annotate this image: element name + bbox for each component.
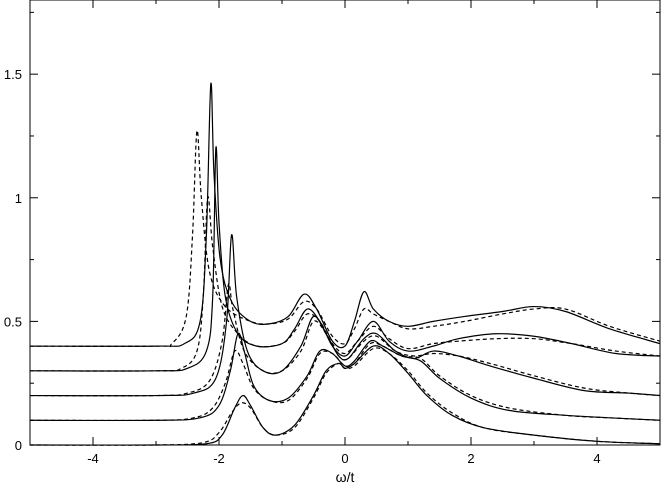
series-line-1-dashed: [29, 347, 661, 446]
x-tick-label: 4: [593, 451, 600, 466]
y-tick-label: 1: [15, 191, 22, 206]
series-line-0-solid: [29, 345, 661, 446]
y-tick-label: 1.5: [4, 67, 22, 82]
x-tick-label: 2: [467, 451, 474, 466]
series-line-8-solid: [29, 82, 661, 349]
x-tick-label: 0: [341, 451, 348, 466]
series-line-9-dashed: [29, 130, 661, 348]
x-tick-label: -2: [213, 451, 225, 466]
plot-frame: [29, 0, 661, 446]
series-line-6-solid: [29, 146, 661, 372]
series-layer: [29, 82, 661, 446]
x-axis-title: ω/t: [336, 469, 355, 485]
y-tick-label: 0: [15, 438, 22, 453]
y-tick-label: 0.5: [4, 314, 22, 329]
y-axis-ticks: 0 0.5 1 1.5: [4, 11, 660, 453]
series-line-5-dashed: [29, 282, 661, 397]
x-tick-label: -4: [87, 451, 99, 466]
x-axis-ticks: -4 -2 0 2 4: [29, 0, 661, 466]
series-line-3-dashed: [29, 341, 661, 422]
series-line-7-dashed: [29, 196, 661, 372]
